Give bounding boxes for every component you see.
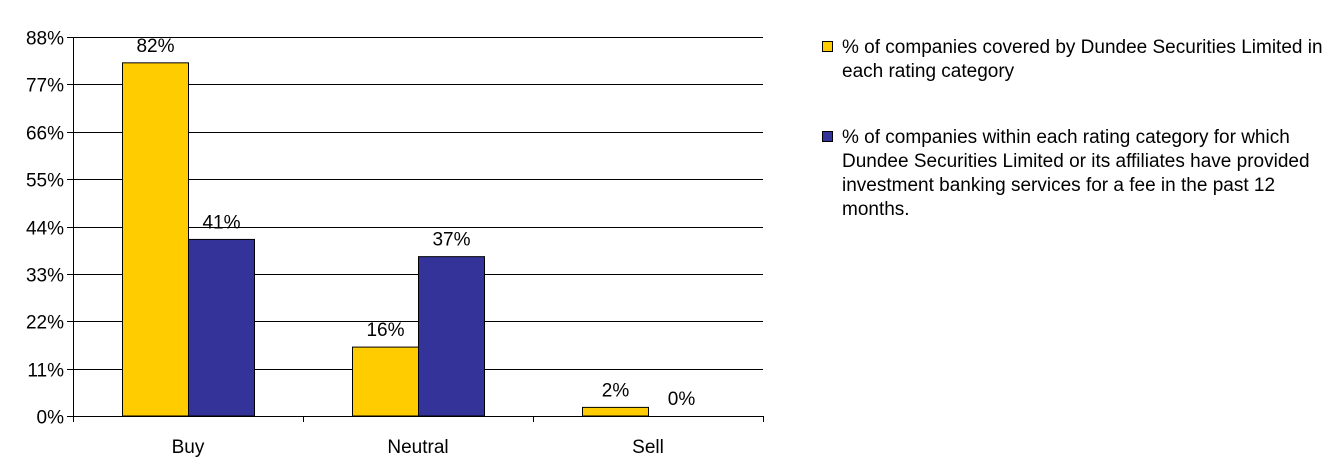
y-tick-label: 33% bbox=[26, 266, 64, 287]
y-tick-label: 55% bbox=[26, 171, 64, 192]
y-tick-label: 77% bbox=[26, 76, 64, 97]
axes: 0% 11% 22% 33% 44% 55% 66% 77% 88% Buy Neutral Sell bbox=[26, 29, 764, 458]
y-tick-label: 88% bbox=[26, 29, 64, 50]
bar-neutral-series-0 bbox=[352, 346, 419, 417]
bar-sell-series-0 bbox=[582, 406, 649, 417]
y-tick-label: 44% bbox=[26, 219, 64, 240]
y-tick-label: 0% bbox=[37, 408, 65, 429]
legend-swatch-banking bbox=[822, 131, 833, 142]
legend-label-covered: % of companies covered by Dundee Securit… bbox=[842, 37, 1323, 82]
x-tick-label: Buy bbox=[172, 437, 205, 458]
legend: % of companies covered by Dundee Securit… bbox=[822, 36, 1337, 264]
data-label-buy-series-1: 41% bbox=[202, 212, 240, 233]
legend-label-banking: % of companies within each rating catego… bbox=[842, 127, 1310, 220]
data-label-neutral-series-1: 37% bbox=[432, 230, 470, 251]
legend-swatch-covered bbox=[822, 41, 833, 52]
data-label-buy-series-0: 82% bbox=[136, 36, 174, 57]
x-tick-label: Sell bbox=[632, 437, 664, 458]
data-labels: 82% 41% 16% 37% 2% 0% bbox=[136, 36, 695, 410]
y-tick-label: 66% bbox=[26, 124, 64, 145]
y-tick-label: 22% bbox=[26, 313, 64, 334]
bar-buy-series-0 bbox=[122, 62, 189, 417]
data-label-sell-series-1: 0% bbox=[668, 389, 696, 410]
x-tick-label: Neutral bbox=[387, 437, 448, 458]
legend-item-covered: % of companies covered by Dundee Securit… bbox=[822, 36, 1337, 84]
data-label-neutral-series-0: 16% bbox=[366, 320, 404, 341]
y-tick-label: 11% bbox=[27, 361, 64, 382]
bars bbox=[122, 62, 649, 417]
legend-item-banking: % of companies within each rating catego… bbox=[822, 126, 1337, 222]
bar-neutral-series-1 bbox=[418, 256, 485, 417]
data-label-sell-series-0: 2% bbox=[602, 380, 630, 401]
bar-buy-series-1 bbox=[188, 238, 255, 417]
